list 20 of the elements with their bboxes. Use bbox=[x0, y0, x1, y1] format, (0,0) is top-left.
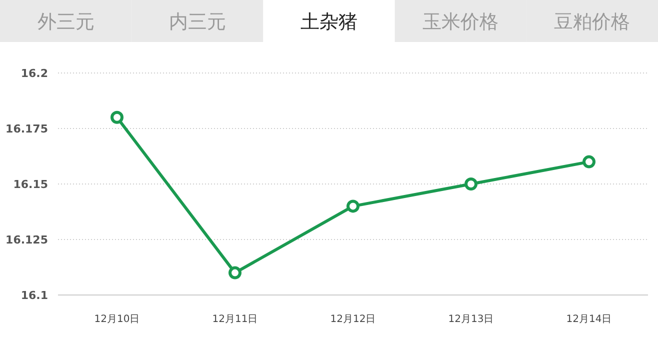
x-tick-label: 12月13日 bbox=[448, 314, 494, 325]
y-tick-label: 16.125 bbox=[6, 234, 48, 246]
y-tick-label: 16.175 bbox=[6, 122, 48, 136]
x-tick-label: 12月12日 bbox=[330, 314, 376, 325]
y-tick-label: 16.2 bbox=[20, 67, 48, 80]
point bbox=[110, 110, 124, 124]
text: 外三元 bbox=[37, 11, 94, 33]
text: 玉米价格 bbox=[422, 11, 499, 33]
x-tick-label: 12月14日 bbox=[566, 314, 612, 325]
point bbox=[228, 266, 242, 280]
chart-title: 土杂猪 bbox=[300, 11, 358, 33]
text: 内三元 bbox=[168, 11, 226, 33]
point bbox=[464, 178, 478, 190]
text: 豆粕价格 bbox=[554, 11, 630, 33]
point bbox=[346, 200, 360, 213]
y-tick-label: 16.15 bbox=[13, 178, 48, 191]
y-tick-label: 16.1 bbox=[20, 289, 48, 302]
x-tick-label: 12月11日 bbox=[212, 314, 258, 325]
x-tick-label: 12月10日 bbox=[94, 314, 140, 325]
point bbox=[582, 155, 596, 168]
